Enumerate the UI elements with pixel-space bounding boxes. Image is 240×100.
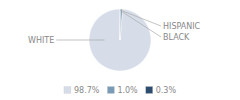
- leader-line: [56, 40, 104, 41]
- slice-label: WHITE: [28, 36, 54, 45]
- legend-label: 1.0%: [117, 86, 138, 95]
- legend-swatch: [146, 87, 153, 94]
- legend-label: 0.3%: [156, 86, 177, 95]
- legend: 98.7% 1.0% 0.3%: [64, 86, 176, 95]
- pie-slice: [120, 9, 123, 40]
- slice-label: HISPANIC: [163, 22, 201, 31]
- legend-swatch: [107, 87, 114, 94]
- chart: WHITE HISPANIC BLACK 98.7% 1.0% 0.3%: [0, 0, 240, 100]
- pie-slice: [120, 9, 122, 40]
- legend-label: 98.7%: [74, 86, 100, 95]
- leader-line: [120, 11, 161, 37]
- leader-line: [121, 11, 161, 26]
- slice-label: BLACK: [163, 33, 190, 42]
- legend-swatch: [64, 87, 71, 94]
